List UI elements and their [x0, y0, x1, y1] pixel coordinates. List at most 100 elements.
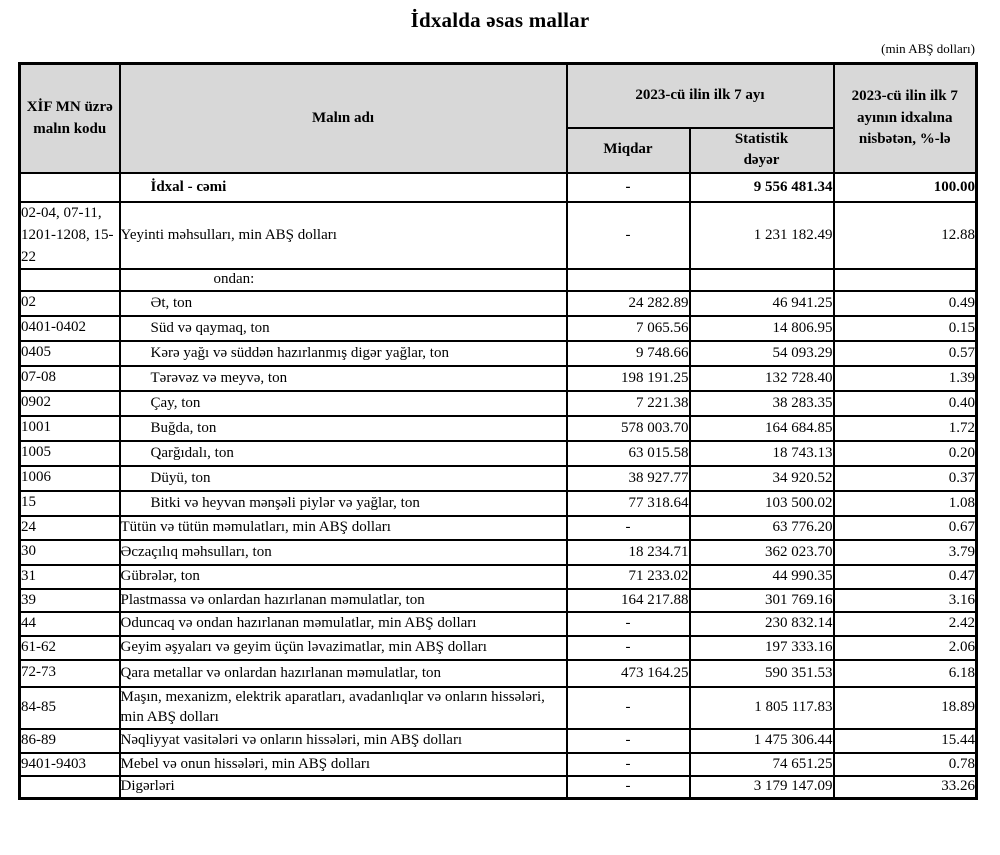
header-pct-label: 2023-cü ilin ilk 7 ayının idxalına nisbə…	[851, 87, 958, 148]
row-name: Plastmassa və onlardan hazırlanan məmula…	[118, 587, 568, 614]
header-name: Malın adı	[118, 62, 568, 174]
row-quantity	[565, 268, 691, 292]
table-row: 30 Əczaçılıq məhsulları, ton 18 234.71 362 …	[18, 538, 978, 566]
row-name: Digərləri	[118, 775, 568, 800]
row-percent-of-imports: 12.88	[832, 200, 978, 271]
table-row: 39 Plastmassa və onlardan hazırlanan məmu…	[18, 587, 978, 614]
table-row: İdxal - cəmi -9 556 481.34 100.00	[18, 172, 978, 203]
table-row: 1001 Buğda, ton 578 003.70 164 684.85 1.72	[18, 414, 978, 442]
row-percent-of-imports: 0.37	[832, 464, 978, 492]
row-code: 44	[18, 611, 121, 637]
row-code: 07-08	[18, 364, 121, 392]
row-name: Oduncaq və ondan hazırlanan məmulatlar, …	[118, 611, 568, 637]
row-percent-of-imports: 2.06	[832, 635, 978, 661]
row-code: 61-62	[18, 635, 121, 661]
table-row: 1005 Qarğıdalı, ton 63 015.58 18 743.13 0.20	[18, 439, 978, 467]
row-percent-of-imports: 0.40	[832, 389, 978, 417]
header-pct: 2023-cü ilin ilk 7 ayının idxalına nisbə…	[832, 62, 978, 174]
row-name: Bitki və heyvan mənşəli piylər və yağlar…	[118, 489, 568, 517]
row-statistical-value: 9 556 481.34	[688, 172, 835, 203]
header-code: XİF MN üzrə malın kodu	[18, 62, 121, 174]
row-quantity: 71 233.02	[565, 563, 691, 590]
table-row: 9401-9403 Mebel və onun hissələri, min AB…	[18, 751, 978, 778]
row-statistical-value: 74 651.25	[688, 751, 835, 778]
table-row: 1006 Düyü, ton 38 927.77 34 920.52 0.37	[18, 464, 978, 492]
row-name: Buğda, ton	[118, 414, 568, 442]
table-row: 61-62 Geyim əşyaları və geyim üçün ləvazi…	[18, 635, 978, 661]
row-code: 39	[18, 587, 121, 614]
row-statistical-value: 197 333.16	[688, 635, 835, 661]
row-code: 15	[18, 489, 121, 517]
row-code	[18, 775, 121, 800]
row-percent-of-imports: 0.15	[832, 314, 978, 342]
row-statistical-value: 1 231 182.49	[688, 200, 835, 271]
table-body: İdxal - cəmi -9 556 481.34 100.00 02-04, 07…	[18, 172, 978, 800]
row-percent-of-imports: 1.72	[832, 414, 978, 442]
row-percent-of-imports: 1.39	[832, 364, 978, 392]
row-code: 84-85	[18, 685, 121, 730]
row-name: İdxal - cəmi	[118, 172, 568, 203]
table-row: 0405 Kərə yağı və süddən hazırlanmış digə…	[18, 339, 978, 367]
table-row: 02 Ət, ton 24 282.89 46 941.25 0.49	[18, 289, 978, 317]
row-name: ondan:	[118, 268, 568, 292]
row-statistical-value: 46 941.25	[688, 289, 835, 317]
row-code: 72-73	[18, 658, 121, 688]
row-name: Gübrələr, ton	[118, 563, 568, 590]
row-name: Qarğıdalı, ton	[118, 439, 568, 467]
row-percent-of-imports: 0.49	[832, 289, 978, 317]
header-value: Statistik dəyər	[688, 126, 835, 174]
row-statistical-value: 590 351.53	[688, 658, 835, 688]
row-name: Tütün və tütün məmulatları, min ABŞ doll…	[118, 514, 568, 541]
row-code	[18, 172, 121, 203]
row-statistical-value: 103 500.02	[688, 489, 835, 517]
row-quantity: 18 234.71	[565, 538, 691, 566]
row-percent-of-imports: 0.57	[832, 339, 978, 367]
row-name: Düyü, ton	[118, 464, 568, 492]
row-percent-of-imports: 33.26	[832, 775, 978, 800]
table-header: XİF MN üzrə malın kodu Malın adı 2023-cü…	[18, 62, 978, 174]
row-quantity: -	[565, 727, 691, 754]
row-quantity: 9 748.66	[565, 339, 691, 367]
row-statistical-value: 14 806.95	[688, 314, 835, 342]
row-code: 02	[18, 289, 121, 317]
row-name: Yeyinti məhsulları, min ABŞ dolları	[118, 200, 568, 271]
row-code: 24	[18, 514, 121, 541]
table-row: 02-04, 07-11, 1201-1208, 15-22 Yeyinti mə…	[18, 200, 978, 271]
table-row: 15 Bitki və heyvan mənşəli piylər və yağl…	[18, 489, 978, 517]
imports-table: XİF MN üzrə malın kodu Malın adı 2023-cü…	[18, 62, 978, 800]
row-percent-of-imports: 18.89	[832, 685, 978, 730]
row-code: 9401-9403	[18, 751, 121, 778]
row-percent-of-imports: 0.78	[832, 751, 978, 778]
row-code: 02-04, 07-11, 1201-1208, 15-22	[18, 200, 121, 271]
row-quantity: -	[565, 172, 691, 203]
table-row: 0902 Çay, ton 7 221.38 38 283.35 0.40	[18, 389, 978, 417]
row-quantity: -	[565, 751, 691, 778]
row-name: Ət, ton	[118, 289, 568, 317]
row-percent-of-imports: 3.79	[832, 538, 978, 566]
row-percent-of-imports: 100.00	[832, 172, 978, 203]
row-name: Çay, ton	[118, 389, 568, 417]
row-statistical-value: 301 769.16	[688, 587, 835, 614]
row-percent-of-imports: 15.44	[832, 727, 978, 754]
row-statistical-value: 54 093.29	[688, 339, 835, 367]
row-code: 0401-0402	[18, 314, 121, 342]
row-quantity: -	[565, 685, 691, 730]
row-statistical-value: 1 805 117.83	[688, 685, 835, 730]
row-quantity: -	[565, 200, 691, 271]
row-code: 0902	[18, 389, 121, 417]
row-percent-of-imports: 6.18	[832, 658, 978, 688]
row-statistical-value: 3 179 147.09	[688, 775, 835, 800]
row-quantity: 38 927.77	[565, 464, 691, 492]
row-code: 30	[18, 538, 121, 566]
row-statistical-value: 230 832.14	[688, 611, 835, 637]
row-percent-of-imports: 3.16	[832, 587, 978, 614]
row-quantity: -	[565, 514, 691, 541]
row-code: 1006	[18, 464, 121, 492]
table-row: 24 Tütün və tütün məmulatları, min ABŞ do…	[18, 514, 978, 541]
table-row: 44 Oduncaq və ondan hazırlanan məmulatlar…	[18, 611, 978, 637]
row-name: Mebel və onun hissələri, min ABŞ dolları	[118, 751, 568, 778]
table-row: 84-85 Maşın, mexanizm, elektrik aparatlar…	[18, 685, 978, 730]
row-quantity: 578 003.70	[565, 414, 691, 442]
row-statistical-value: 1 475 306.44	[688, 727, 835, 754]
row-statistical-value	[688, 268, 835, 292]
